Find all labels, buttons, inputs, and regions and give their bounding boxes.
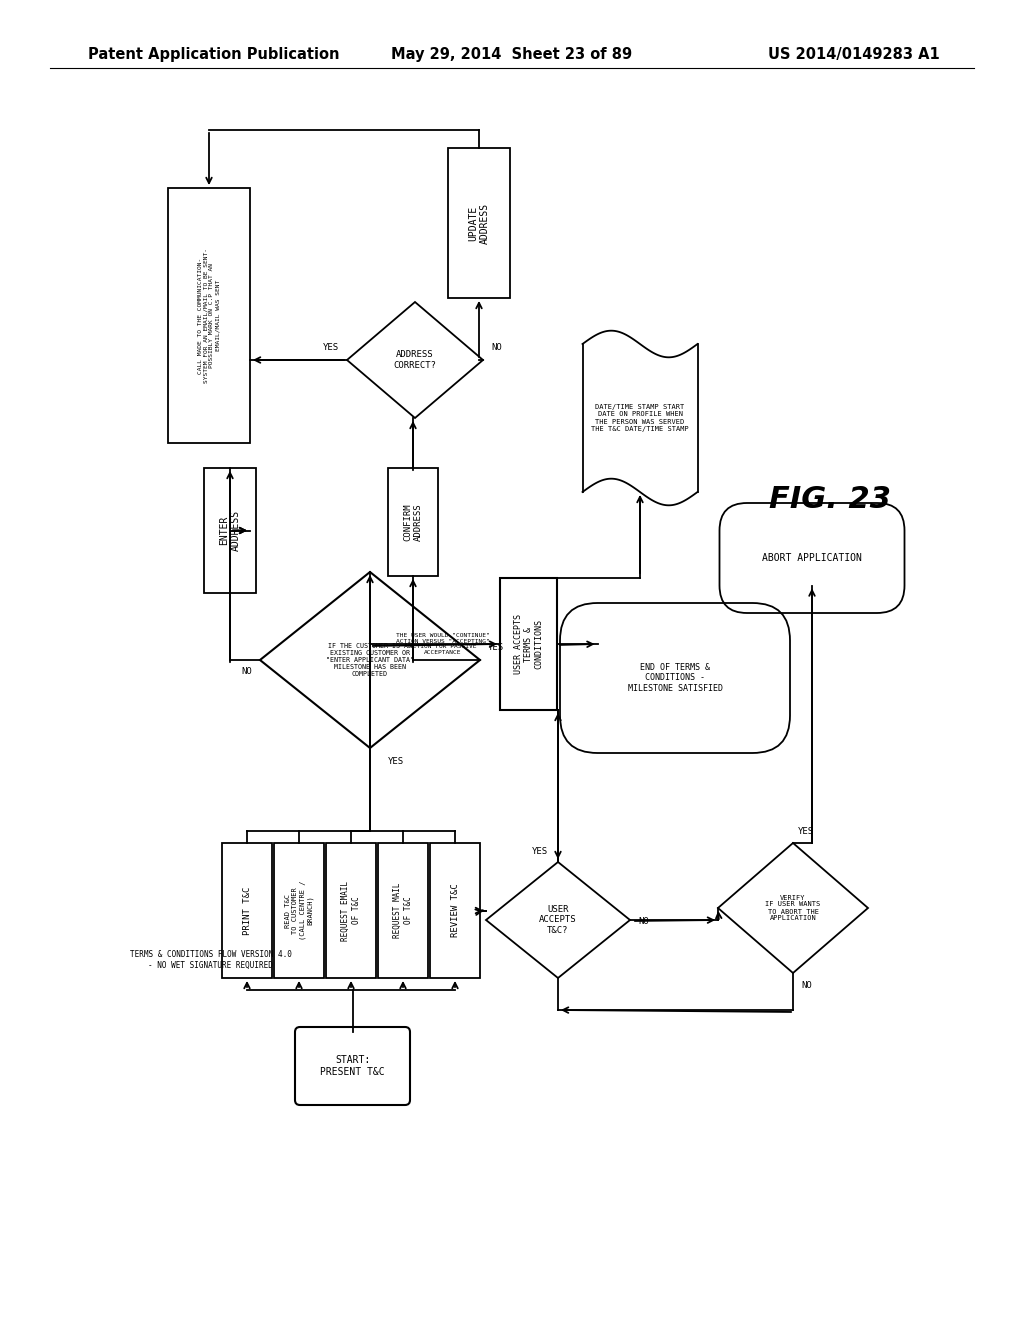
Text: READ T&C
TO CUSTOMER
(CALL CENTRE /
BRANCH): READ T&C TO CUSTOMER (CALL CENTRE / BRAN… [285, 880, 313, 940]
Bar [388, 469, 438, 576]
Text: TERMS & CONDITIONS FLOW VERSION 4.0
- NO WET SIGNATURE REQUIRED: TERMS & CONDITIONS FLOW VERSION 4.0 - NO… [130, 950, 292, 970]
Text: YES: YES [323, 343, 339, 352]
Text: USER ACCEPTS
TERMS &
CONDITIONS: USER ACCEPTS TERMS & CONDITIONS [514, 614, 544, 675]
Text: YES: YES [388, 758, 404, 767]
Text: Patent Application Publication: Patent Application Publication [88, 48, 340, 62]
Text: YES: YES [488, 644, 504, 652]
Text: VERIFY
IF USER WANTS
TO ABORT THE
APPLICATION: VERIFY IF USER WANTS TO ABORT THE APPLIC… [765, 895, 820, 921]
Text: YES: YES [798, 826, 814, 836]
Bar [500, 578, 557, 710]
Text: REQUEST EMAIL
OF T&C: REQUEST EMAIL OF T&C [341, 880, 360, 941]
Text: FIG. 23: FIG. 23 [769, 486, 891, 515]
Text: USER
ACCEPTS
T&C?: USER ACCEPTS T&C? [540, 906, 577, 935]
Text: IF THE CUSTOMER IS AN
EXISTING CUSTOMER OR
"ENTER APPLICANT DATA"
MILESTONE HAS : IF THE CUSTOMER IS AN EXISTING CUSTOMER … [326, 643, 414, 677]
Text: NO: NO [242, 668, 252, 676]
Text: US 2014/0149283 A1: US 2014/0149283 A1 [768, 48, 940, 62]
Text: YES: YES [531, 847, 548, 857]
Text: PRINT T&C: PRINT T&C [243, 886, 252, 935]
Bar [204, 469, 256, 593]
Text: ABORT APPLICATION: ABORT APPLICATION [762, 553, 862, 564]
Text: NO: NO [638, 917, 649, 927]
Text: CONFIRM
ADDRESS: CONFIRM ADDRESS [403, 503, 423, 541]
Bar [326, 843, 376, 978]
Text: NO: NO [490, 343, 502, 352]
Bar [274, 843, 324, 978]
Text: ADDRESS
CORRECT?: ADDRESS CORRECT? [393, 350, 436, 370]
Text: REVIEW T&C: REVIEW T&C [451, 883, 460, 937]
Text: CALL MADE TO THE COMMUNICATION-
SYSTEM FOR AN EMAIL/MAIL TO BE SENT-
POSSIBLY MA: CALL MADE TO THE COMMUNICATION- SYSTEM F… [198, 248, 220, 383]
Text: UPDATE
ADDRESS: UPDATE ADDRESS [468, 202, 489, 244]
Text: ENTER
ADDRESS: ENTER ADDRESS [219, 510, 241, 550]
Text: THE USER WOULD "CONTINUE"
ACTION VERSUS "ACCEPTING"
ACTION FOR PASSIVE
ACCEPTANC: THE USER WOULD "CONTINUE" ACTION VERSUS … [396, 632, 490, 655]
Bar [222, 843, 272, 978]
Text: DATE/TIME STAMP START
DATE ON PROFILE WHEN
THE PERSON WAS SERVED
THE T&C DATE/TI: DATE/TIME STAMP START DATE ON PROFILE WH… [591, 404, 689, 432]
Text: START:
PRESENT T&C: START: PRESENT T&C [321, 1055, 385, 1077]
Bar [449, 148, 510, 298]
Text: NO: NO [801, 981, 812, 990]
Text: REQUEST MAIL
OF T&C: REQUEST MAIL OF T&C [393, 883, 413, 939]
Bar [378, 843, 428, 978]
Bar [168, 187, 250, 444]
Text: May 29, 2014  Sheet 23 of 89: May 29, 2014 Sheet 23 of 89 [391, 48, 633, 62]
Bar [430, 843, 480, 978]
Text: END OF TERMS &
CONDITIONS -
MILESTONE SATISFIED: END OF TERMS & CONDITIONS - MILESTONE SA… [628, 663, 723, 693]
